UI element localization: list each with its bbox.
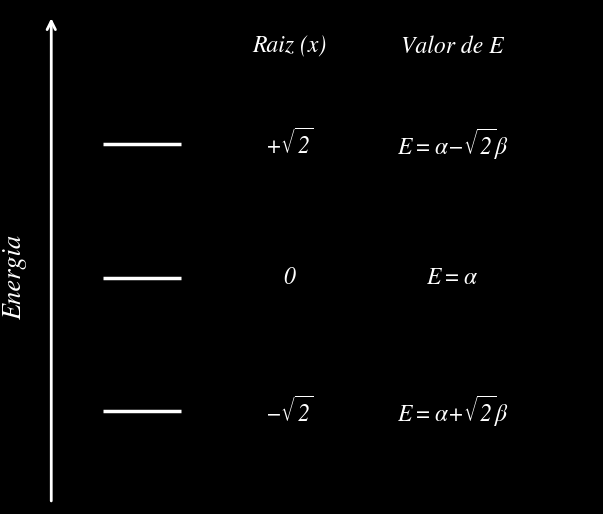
Text: Energia: Energia bbox=[3, 235, 27, 320]
Text: Raiz (x): Raiz (x) bbox=[252, 35, 327, 58]
Text: $-\sqrt{2}$: $-\sqrt{2}$ bbox=[265, 396, 314, 427]
Text: $+\sqrt{2}$: $+\sqrt{2}$ bbox=[265, 128, 314, 159]
Text: $0$: $0$ bbox=[283, 266, 296, 289]
Text: Valor de E: Valor de E bbox=[401, 35, 504, 58]
Text: $E = \alpha{+}\sqrt{2}\beta$: $E = \alpha{+}\sqrt{2}\beta$ bbox=[397, 394, 508, 429]
Text: $E = \alpha{-}\sqrt{2}\beta$: $E = \alpha{-}\sqrt{2}\beta$ bbox=[397, 126, 508, 161]
Text: $E = \alpha$: $E = \alpha$ bbox=[426, 266, 478, 289]
